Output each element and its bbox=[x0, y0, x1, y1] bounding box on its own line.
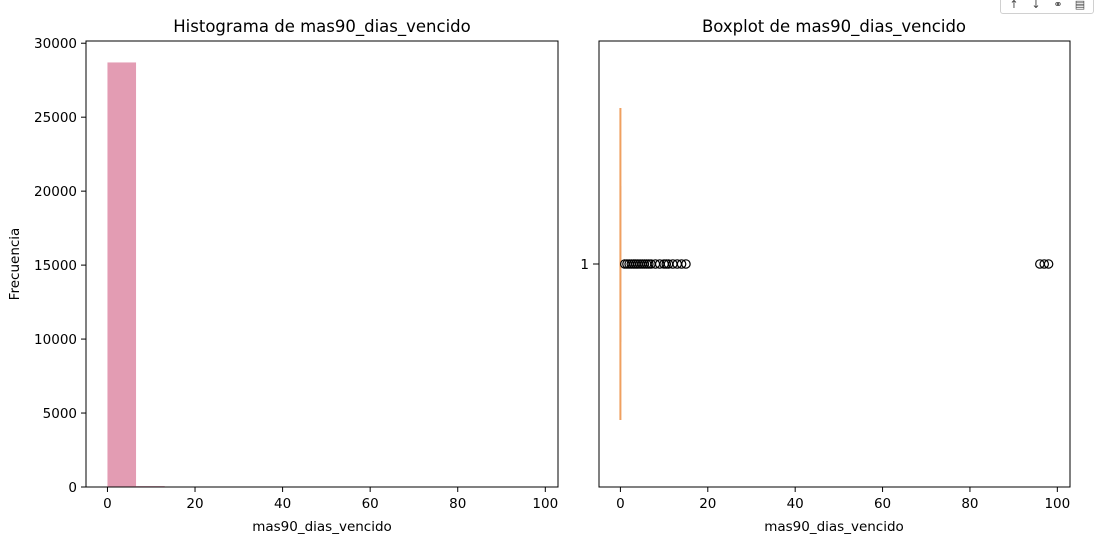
x-tick-label: 40 bbox=[787, 496, 804, 512]
y-tick-label: 5000 bbox=[43, 406, 77, 422]
x-tick-label: 0 bbox=[103, 496, 112, 512]
link-icon[interactable]: ⚭ bbox=[1053, 0, 1063, 11]
outlier-point bbox=[1039, 259, 1050, 269]
outlier-point bbox=[1043, 259, 1054, 269]
histogram-bar bbox=[107, 62, 137, 487]
boxplot-axes-frame bbox=[598, 40, 1071, 488]
boxplot-y-tick: 1 bbox=[580, 257, 599, 273]
x-tick-label: 80 bbox=[449, 496, 466, 512]
x-tick-label: 20 bbox=[699, 496, 716, 512]
y-tick-label: 15000 bbox=[34, 258, 77, 274]
histogram-y-ticks: 0 5000 10000 15000 20000 25000 30000 bbox=[34, 36, 86, 496]
x-tick-label: 100 bbox=[1044, 496, 1070, 512]
boxplot-x-label: mas90_dias_vencido bbox=[764, 519, 904, 535]
boxplot-outliers bbox=[619, 259, 1054, 269]
outlier-point bbox=[676, 259, 687, 269]
histogram-y-label: Frecuencia bbox=[7, 228, 23, 301]
comment-icon[interactable]: ▤ bbox=[1074, 0, 1086, 11]
arrow-up-icon[interactable]: ↑ bbox=[1009, 0, 1019, 11]
x-tick-label: 0 bbox=[616, 496, 625, 512]
y-tick-label: 30000 bbox=[34, 36, 77, 52]
histogram-x-label: mas90_dias_vencido bbox=[252, 519, 392, 535]
cell-toolbar: ↑ ↓ ⚭ ▤ bbox=[1000, 0, 1094, 14]
x-tick-label: 80 bbox=[961, 496, 978, 512]
x-tick-label: 40 bbox=[274, 496, 291, 512]
x-tick-label: 100 bbox=[532, 496, 558, 512]
y-tick-label: 25000 bbox=[34, 110, 77, 126]
y-tick-label: 20000 bbox=[34, 184, 77, 200]
boxplot-category-label: 1 bbox=[580, 257, 589, 273]
boxplot-x-ticks: 0 20 40 60 80 100 bbox=[616, 487, 1070, 512]
x-tick-label: 20 bbox=[186, 496, 203, 512]
boxplot-plot: Boxplot de mas90_dias_vencido 0 20 40 60 80 1… bbox=[580, 17, 1071, 535]
x-tick-label: 60 bbox=[874, 496, 891, 512]
histogram-title: Histograma de mas90_dias_vencido bbox=[173, 17, 470, 37]
histogram-x-ticks: 0 20 40 60 80 100 bbox=[103, 487, 558, 512]
outlier-point bbox=[681, 259, 691, 269]
arrow-down-icon[interactable]: ↓ bbox=[1031, 0, 1041, 11]
x-tick-label: 60 bbox=[362, 496, 379, 512]
y-tick-label: 0 bbox=[68, 480, 77, 496]
histogram-bars bbox=[107, 62, 537, 487]
y-tick-label: 10000 bbox=[34, 332, 77, 348]
histogram-plot: Histograma de mas90_dias_vencido 0 20 40 60… bbox=[7, 17, 559, 535]
histogram-axes-frame bbox=[85, 40, 559, 488]
boxplot-title: Boxplot de mas90_dias_vencido bbox=[702, 17, 966, 37]
